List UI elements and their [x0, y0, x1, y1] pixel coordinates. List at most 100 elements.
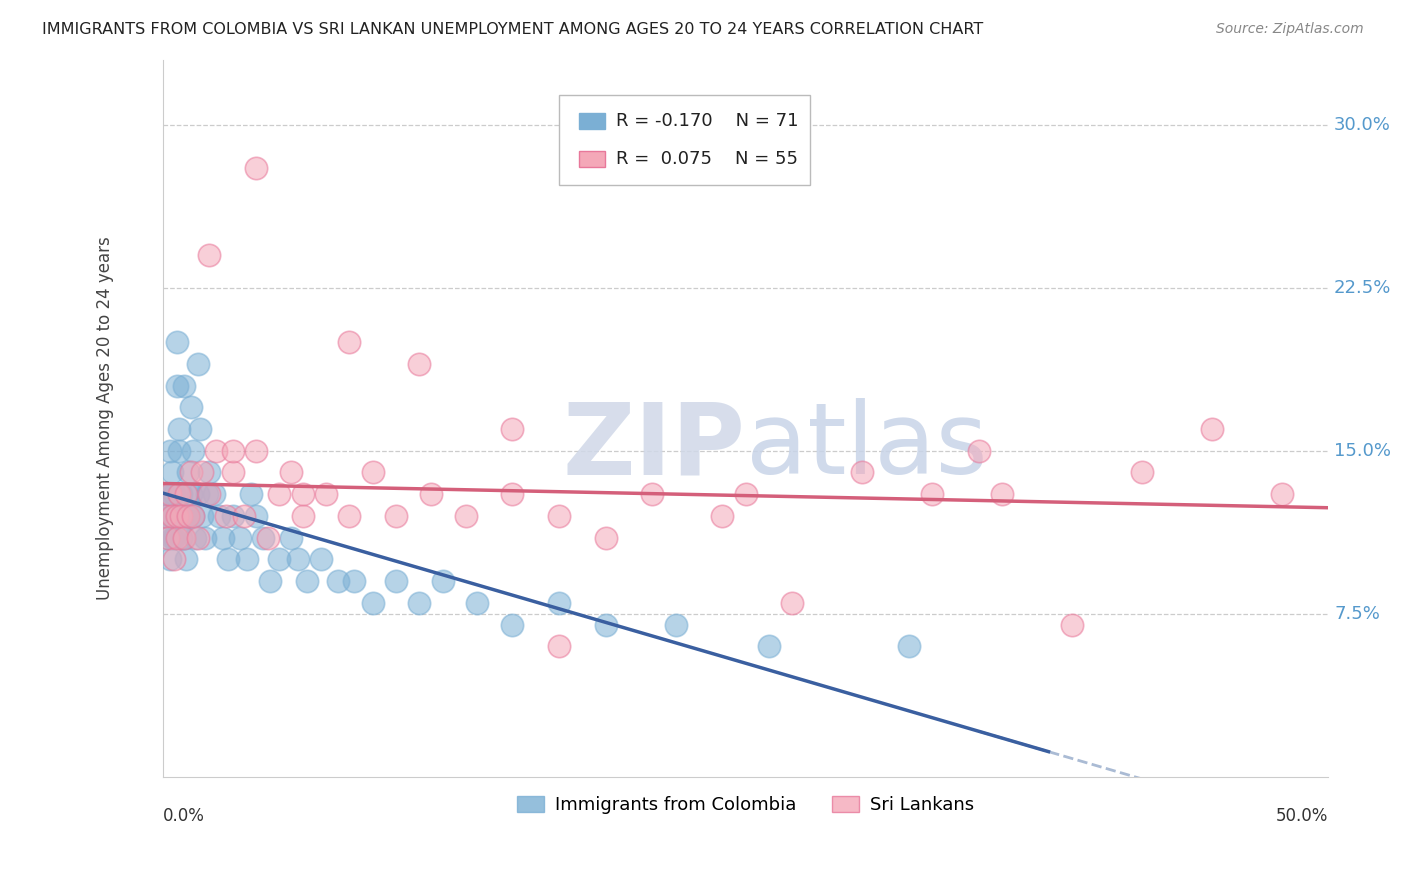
Text: 50.0%: 50.0%	[1275, 806, 1329, 825]
Text: 30.0%: 30.0%	[1334, 116, 1391, 134]
Text: Unemployment Among Ages 20 to 24 years: Unemployment Among Ages 20 to 24 years	[96, 236, 114, 600]
Point	[432, 574, 454, 588]
Point	[665, 617, 688, 632]
Point	[337, 334, 360, 349]
Point	[851, 466, 873, 480]
Point	[245, 443, 267, 458]
Point	[163, 531, 186, 545]
Point	[343, 574, 366, 588]
Point	[361, 466, 384, 480]
Point	[167, 508, 190, 523]
Point	[967, 443, 990, 458]
Point	[156, 531, 179, 545]
Point	[173, 508, 195, 523]
Text: atlas: atlas	[745, 399, 987, 495]
Point	[170, 487, 193, 501]
Point	[217, 552, 239, 566]
Point	[167, 487, 190, 501]
Point	[160, 508, 183, 523]
Point	[1201, 422, 1223, 436]
Point	[160, 487, 183, 501]
Point	[166, 508, 188, 523]
Point	[180, 466, 202, 480]
Point	[595, 531, 617, 545]
Point	[180, 401, 202, 415]
Point	[174, 552, 197, 566]
Point	[711, 508, 734, 523]
Point	[180, 487, 202, 501]
Point	[222, 508, 245, 523]
Point	[170, 508, 193, 523]
Point	[921, 487, 943, 501]
Point	[291, 487, 314, 501]
Point	[548, 508, 571, 523]
Text: ZIP: ZIP	[562, 399, 745, 495]
Point	[235, 552, 257, 566]
Point	[256, 531, 278, 545]
Point	[419, 487, 441, 501]
Point	[188, 422, 211, 436]
Point	[198, 248, 221, 262]
Text: R =  0.075    N = 55: R = 0.075 N = 55	[616, 150, 799, 169]
Point	[245, 161, 267, 176]
Point	[501, 617, 523, 632]
Text: 0.0%: 0.0%	[163, 806, 205, 825]
Point	[202, 487, 225, 501]
Point	[501, 422, 523, 436]
Point	[159, 487, 181, 501]
Point	[184, 531, 207, 545]
Point	[173, 531, 195, 545]
Point	[337, 508, 360, 523]
Point	[454, 508, 477, 523]
Point	[297, 574, 319, 588]
Point	[280, 531, 302, 545]
Point	[159, 443, 181, 458]
Point	[315, 487, 337, 501]
Point	[198, 487, 221, 501]
Point	[326, 574, 349, 588]
Point	[177, 508, 200, 523]
Point	[163, 508, 186, 523]
Point	[1270, 487, 1292, 501]
Legend: Immigrants from Colombia, Sri Lankans: Immigrants from Colombia, Sri Lankans	[509, 789, 981, 822]
Text: IMMIGRANTS FROM COLOMBIA VS SRI LANKAN UNEMPLOYMENT AMONG AGES 20 TO 24 YEARS CO: IMMIGRANTS FROM COLOMBIA VS SRI LANKAN U…	[42, 22, 983, 37]
Text: Source: ZipAtlas.com: Source: ZipAtlas.com	[1216, 22, 1364, 37]
Point	[167, 443, 190, 458]
Point	[166, 378, 188, 392]
Point	[1060, 617, 1083, 632]
Point	[156, 487, 179, 501]
Point	[245, 508, 267, 523]
Text: 7.5%: 7.5%	[1334, 605, 1379, 623]
Point	[897, 640, 920, 654]
Point	[311, 552, 333, 566]
Point	[173, 531, 195, 545]
Point	[166, 334, 188, 349]
Point	[215, 508, 238, 523]
Point	[252, 531, 274, 545]
Point	[160, 531, 183, 545]
Point	[269, 552, 291, 566]
FancyBboxPatch shape	[560, 95, 810, 185]
Point	[181, 508, 204, 523]
Point	[198, 466, 221, 480]
Point	[170, 531, 193, 545]
Point	[361, 596, 384, 610]
Point	[163, 552, 186, 566]
Point	[595, 617, 617, 632]
Point	[269, 487, 291, 501]
Point	[212, 531, 235, 545]
Point	[501, 487, 523, 501]
Point	[173, 378, 195, 392]
Point	[163, 487, 186, 501]
Point	[174, 487, 197, 501]
Point	[287, 552, 309, 566]
Point	[191, 466, 214, 480]
Point	[291, 508, 314, 523]
Point	[229, 531, 252, 545]
Point	[991, 487, 1014, 501]
Point	[208, 508, 231, 523]
Point	[548, 640, 571, 654]
Point	[194, 531, 217, 545]
Point	[187, 531, 209, 545]
Point	[222, 466, 245, 480]
